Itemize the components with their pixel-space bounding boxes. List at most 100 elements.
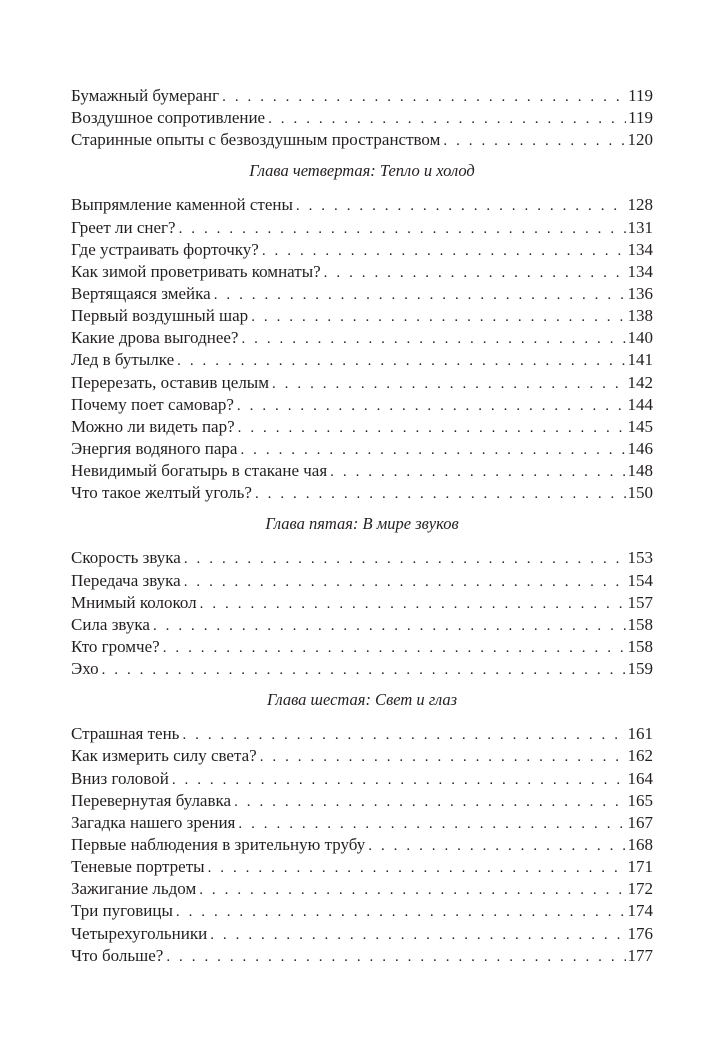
toc-entry: Скорость звука . . . . . . . . . . . . .… bbox=[71, 547, 653, 569]
entry-page-number: 148 bbox=[627, 461, 654, 481]
entry-title: Страшная тень bbox=[71, 724, 180, 744]
entry-page-number: 136 bbox=[627, 283, 654, 303]
toc-entry: Загадка нашего зрения . . . . . . . . . … bbox=[71, 812, 653, 834]
dot-leader: . . . . . . . . . . . . . . . . . . . . … bbox=[210, 926, 625, 943]
toc-entry: Теневые портреты . . . . . . . . . . . .… bbox=[71, 856, 653, 878]
entry-title: Что больше? bbox=[71, 945, 164, 965]
entry-title: Какие дрова выгоднее? bbox=[71, 328, 239, 348]
entry-page-number: 150 bbox=[627, 483, 654, 503]
entry-page-number: 140 bbox=[627, 328, 654, 348]
toc-entry: Энергия водяного пара . . . . . . . . . … bbox=[71, 438, 653, 460]
toc-entry: Старинные опыты с безвоздушным пространс… bbox=[71, 129, 653, 151]
entry-title: Теневые портреты bbox=[71, 857, 205, 877]
entry-page-number: 120 bbox=[627, 130, 654, 150]
entry-title: Перерезать, оставив целым bbox=[71, 372, 269, 392]
entry-page-number: 161 bbox=[627, 724, 654, 744]
entry-title: Где устраивать форточку? bbox=[71, 239, 259, 259]
entry-title: Бумажный бумеранг bbox=[71, 86, 220, 105]
dot-leader: . . . . . . . . . . . . . . . . . . . . … bbox=[238, 815, 626, 832]
toc-entry: Как измерить силу света? . . . . . . . .… bbox=[71, 745, 653, 767]
toc-entry: Передача звука . . . . . . . . . . . . .… bbox=[71, 570, 653, 592]
entry-title: Зажигание льдом bbox=[71, 879, 197, 899]
dot-leader: . . . . . . . . . . . . . . . . . . . . … bbox=[171, 771, 626, 788]
table-of-contents: Бумажный бумеранг . . . . . . . . . . . … bbox=[71, 85, 653, 967]
chapter-heading: Глава шестая: Свет и глаз bbox=[266, 690, 458, 710]
entry-page-number: 158 bbox=[627, 614, 654, 634]
entry-page-number: 134 bbox=[627, 239, 654, 259]
dot-leader: . . . . . . . . . . . . . . . . . . . . … bbox=[152, 617, 626, 634]
entry-page-number: 119 bbox=[628, 108, 653, 128]
toc-entry: Невидимый богатырь в стакане чая . . . .… bbox=[71, 460, 653, 482]
entry-page-number: 168 bbox=[627, 834, 654, 854]
toc-entry: Почему поет самовар? . . . . . . . . . .… bbox=[71, 394, 653, 416]
entry-page-number: 172 bbox=[627, 879, 654, 899]
dot-leader: . . . . . . . . . . . . . . . . . . . . … bbox=[443, 133, 625, 150]
dot-leader: . . . . . . . . . . . . . . . . . . . . … bbox=[234, 793, 625, 810]
dot-leader: . . . . . . . . . . . . . . . . . . . . … bbox=[259, 749, 626, 766]
entry-page-number: 164 bbox=[627, 768, 654, 788]
dot-leader: . . . . . . . . . . . . . . . . . . . . … bbox=[261, 242, 626, 259]
dot-leader: . . . . . . . . . . . . . . . . . . . . … bbox=[240, 441, 625, 458]
entry-title: Мнимый колокол bbox=[71, 592, 197, 612]
entry-title: Четырехугольники bbox=[71, 923, 208, 943]
dot-leader: . . . . . . . . . . . . . . . . . . . . … bbox=[268, 111, 626, 128]
toc-entry: Сила звука . . . . . . . . . . . . . . .… bbox=[71, 614, 653, 636]
toc-entry: Воздушное сопротивление . . . . . . . . … bbox=[71, 107, 653, 129]
entry-title: Кто громче? bbox=[71, 636, 160, 656]
toc-entry: Четырехугольники . . . . . . . . . . . .… bbox=[71, 923, 653, 945]
dot-leader: . . . . . . . . . . . . . . . . . . . . … bbox=[271, 375, 626, 392]
entry-page-number: 154 bbox=[627, 570, 654, 590]
toc-entry: Первые наблюдения в зрительную трубу . .… bbox=[71, 834, 653, 856]
dot-leader: . . . . . . . . . . . . . . . . . . . . … bbox=[175, 904, 626, 921]
entry-title: Как измерить силу света? bbox=[71, 746, 257, 766]
entry-page-number: 159 bbox=[627, 659, 654, 679]
entry-title: Старинные опыты с безвоздушным пространс… bbox=[71, 130, 441, 150]
entry-title: Первые наблюдения в зрительную трубу bbox=[71, 834, 366, 854]
dot-leader: . . . . . . . . . . . . . . . . . . . . … bbox=[178, 220, 626, 237]
dot-leader: . . . . . . . . . . . . . . . . . . . . … bbox=[166, 948, 625, 965]
toc-entry: Зажигание льдом . . . . . . . . . . . . … bbox=[71, 878, 653, 900]
dot-leader: . . . . . . . . . . . . . . . . . . . . … bbox=[182, 727, 625, 744]
toc-entry: Мнимый колокол . . . . . . . . . . . . .… bbox=[71, 592, 653, 614]
toc-entry: Можно ли видеть пар? . . . . . . . . . .… bbox=[71, 416, 653, 438]
entry-page-number: 158 bbox=[627, 636, 654, 656]
dot-leader: . . . . . . . . . . . . . . . . . . . . … bbox=[199, 882, 625, 899]
entry-page-number: 142 bbox=[627, 372, 654, 392]
toc-entry: Греет ли снег? . . . . . . . . . . . . .… bbox=[71, 217, 653, 239]
toc-entry: Что такое желтый уголь? . . . . . . . . … bbox=[71, 482, 653, 504]
toc-entry: Кто громче? . . . . . . . . . . . . . . … bbox=[71, 636, 653, 658]
entry-title: Что такое желтый уголь? bbox=[71, 483, 252, 503]
entry-title: Передача звука bbox=[71, 570, 181, 590]
dot-leader: . . . . . . . . . . . . . . . . . . . . … bbox=[330, 464, 625, 481]
entry-title: Перевернутая булавка bbox=[71, 790, 232, 810]
toc-entry: Эхо . . . . . . . . . . . . . . . . . . … bbox=[71, 658, 653, 680]
entry-page-number: 177 bbox=[627, 945, 654, 965]
entry-page-number: 138 bbox=[627, 306, 654, 326]
dot-leader: . . . . . . . . . . . . . . . . . . . . … bbox=[183, 551, 626, 568]
entry-page-number: 167 bbox=[627, 812, 654, 832]
entry-page-number: 153 bbox=[627, 548, 654, 568]
entry-page-number: 128 bbox=[627, 195, 654, 215]
toc-entry: Перерезать, оставив целым . . . . . . . … bbox=[71, 372, 653, 394]
dot-leader: . . . . . . . . . . . . . . . . . . . . … bbox=[254, 486, 626, 503]
toc-entry: Три пуговицы . . . . . . . . . . . . . .… bbox=[71, 900, 653, 922]
toc-entry: Вниз головой . . . . . . . . . . . . . .… bbox=[71, 768, 653, 790]
entry-page-number: 141 bbox=[627, 350, 654, 370]
dot-leader: . . . . . . . . . . . . . . . . . . . . … bbox=[368, 837, 625, 854]
toc-entry: Вертящаяся змейка . . . . . . . . . . . … bbox=[71, 283, 653, 305]
entry-title: Воздушное сопротивление bbox=[71, 108, 266, 128]
entry-title: Можно ли видеть пар? bbox=[71, 416, 235, 436]
entry-title: Выпрямление каменной стены bbox=[71, 195, 293, 215]
toc-entry: Бумажный бумеранг . . . . . . . . . . . … bbox=[71, 85, 653, 107]
dot-leader: . . . . . . . . . . . . . . . . . . . . … bbox=[213, 286, 626, 303]
entry-title: Как зимой проветривать комнаты? bbox=[71, 261, 321, 281]
entry-title: Вниз головой bbox=[71, 768, 169, 788]
entry-title: Греет ли снег? bbox=[71, 217, 176, 237]
toc-entry: Страшная тень . . . . . . . . . . . . . … bbox=[71, 723, 653, 745]
entry-title: Три пуговицы bbox=[71, 901, 173, 921]
dot-leader: . . . . . . . . . . . . . . . . . . . . … bbox=[183, 573, 626, 590]
dot-leader: . . . . . . . . . . . . . . . . . . . . … bbox=[222, 89, 626, 105]
entry-title: Почему поет самовар? bbox=[71, 394, 234, 414]
toc-entry: Что больше? . . . . . . . . . . . . . . … bbox=[71, 945, 653, 967]
entry-page-number: 119 bbox=[628, 86, 653, 105]
